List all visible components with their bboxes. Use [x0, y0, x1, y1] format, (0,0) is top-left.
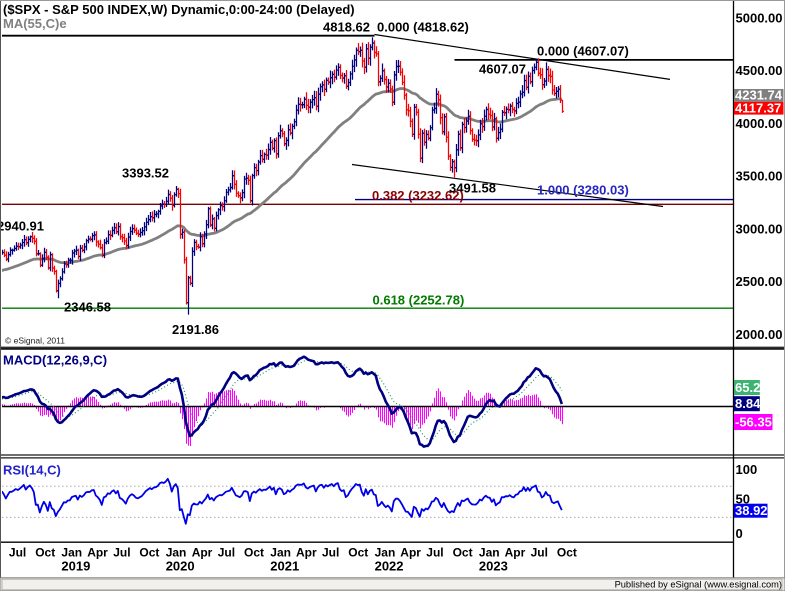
svg-text:Oct: Oct [139, 546, 159, 560]
svg-text:MA(55,C)e: MA(55,C)e [3, 16, 67, 31]
svg-text:Jan: Jan [479, 546, 500, 560]
svg-text:Jan: Jan [270, 546, 291, 560]
svg-text:3393.52: 3393.52 [122, 166, 169, 181]
svg-text:1.000 (3280.03): 1.000 (3280.03) [537, 183, 629, 198]
svg-text:Oct: Oct [557, 546, 577, 560]
svg-text:2020: 2020 [166, 559, 195, 574]
svg-text:Jul: Jul [9, 546, 26, 560]
svg-text:2191.86: 2191.86 [172, 322, 219, 337]
svg-text:2019: 2019 [61, 559, 90, 574]
svg-text:Jan: Jan [166, 546, 187, 560]
svg-text:-56.35: -56.35 [735, 415, 772, 430]
svg-text:2500.00: 2500.00 [736, 274, 783, 289]
svg-text:Published by eSignal (www.esig: Published by eSignal (www.esignal.com) [615, 579, 782, 589]
svg-text:Jul: Jul [531, 546, 548, 560]
svg-text:2000.00: 2000.00 [736, 327, 783, 342]
svg-text:4000.00: 4000.00 [736, 116, 783, 131]
svg-text:100: 100 [736, 462, 758, 477]
svg-text:4818.62: 4818.62 [323, 20, 370, 35]
svg-text:50: 50 [736, 492, 750, 507]
svg-text:© eSignal, 2011: © eSignal, 2011 [5, 336, 65, 346]
svg-text:MACD(12,26,9,C): MACD(12,26,9,C) [3, 353, 107, 368]
svg-text:2023: 2023 [479, 559, 508, 574]
svg-text:Jan: Jan [61, 546, 82, 560]
svg-text:0.618 (2252.78): 0.618 (2252.78) [373, 293, 465, 308]
svg-text:3000.00: 3000.00 [736, 221, 783, 236]
svg-text:RSI(14,C): RSI(14,C) [3, 463, 61, 478]
svg-text:Jul: Jul [426, 546, 443, 560]
svg-text:Apr: Apr [192, 546, 213, 560]
svg-text:Oct: Oct [35, 546, 55, 560]
svg-text:4231.74: 4231.74 [735, 88, 783, 103]
svg-text:Jul: Jul [218, 546, 235, 560]
svg-text:65.2: 65.2 [735, 380, 760, 395]
svg-text:4500.00: 4500.00 [736, 63, 783, 78]
svg-text:4117.37: 4117.37 [735, 100, 781, 115]
svg-text:Jul: Jul [322, 546, 339, 560]
svg-text:2346.58: 2346.58 [64, 300, 111, 315]
svg-text:0.382 (3232.62): 0.382 (3232.62) [372, 188, 464, 203]
svg-text:Apr: Apr [505, 546, 526, 560]
svg-text:2021: 2021 [270, 559, 299, 574]
svg-text:5000.00: 5000.00 [736, 10, 783, 25]
svg-text:($SPX - S&P 500 INDEX,W) Dynam: ($SPX - S&P 500 INDEX,W) Dynamic,0:00-24… [3, 2, 355, 17]
svg-text:Jan: Jan [375, 546, 396, 560]
svg-text:Apr: Apr [296, 546, 317, 560]
svg-text:38.92: 38.92 [735, 503, 768, 518]
svg-text:Apr: Apr [400, 546, 421, 560]
svg-text:Jul: Jul [113, 546, 130, 560]
svg-text:Oct: Oct [453, 546, 473, 560]
svg-text:2022: 2022 [375, 559, 404, 574]
svg-text:3500.00: 3500.00 [736, 169, 783, 184]
svg-text:0: 0 [736, 526, 743, 541]
svg-text:0.000 (4818.62): 0.000 (4818.62) [377, 20, 469, 35]
svg-text:Apr: Apr [87, 546, 108, 560]
svg-text:4607.07: 4607.07 [479, 62, 526, 77]
svg-text:Oct: Oct [348, 546, 368, 560]
svg-text:Oct: Oct [244, 546, 264, 560]
svg-text:8.84: 8.84 [735, 396, 761, 411]
svg-text:2940.91: 2940.91 [0, 219, 44, 234]
svg-text:3491.58: 3491.58 [449, 181, 496, 196]
svg-text:0.000 (4607.07): 0.000 (4607.07) [537, 44, 629, 59]
